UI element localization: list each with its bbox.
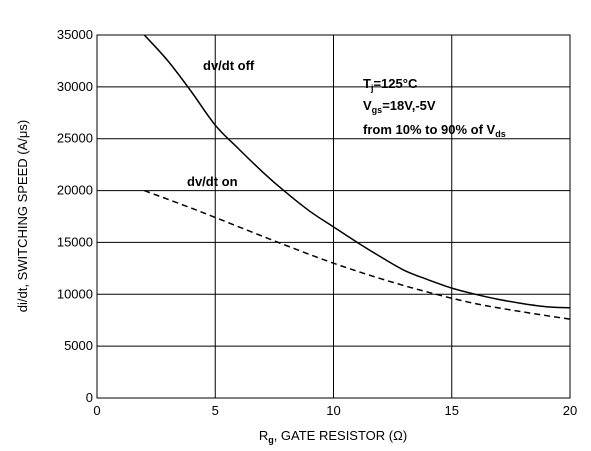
y-tick-label: 5000 <box>64 338 93 353</box>
x-tick-label: 10 <box>326 403 340 418</box>
y-tick-label: 25000 <box>57 131 93 146</box>
y-tick-label: 0 <box>86 390 93 405</box>
x-tick-label: 15 <box>445 403 459 418</box>
x-tick-label: 20 <box>563 403 577 418</box>
x-tick-label: 0 <box>93 403 100 418</box>
x-tick-label: 5 <box>212 403 219 418</box>
series-label-dvdt-on: dv/dt on <box>187 174 238 189</box>
plot-frame <box>96 34 571 399</box>
y-tick-label: 20000 <box>57 183 93 198</box>
y-tick-label: 10000 <box>57 286 93 301</box>
y-tick-label: 35000 <box>57 27 93 42</box>
x-axis-title: Rg, GATE RESISTOR (Ω) <box>259 428 407 445</box>
annotation-tj: Tj=125°C <box>363 76 418 93</box>
annotation-vgs: Vgs=18V,-5V <box>363 98 436 115</box>
y-tick-label: 15000 <box>57 234 93 249</box>
series-line-dvdt-off <box>143 34 571 309</box>
y-axis-title: di/dt, SWITCHING SPEED (A/μs) <box>15 120 30 312</box>
series-line-dvdt-on <box>144 189 571 320</box>
y-tick-label: 30000 <box>57 79 93 94</box>
tick-labels: 0 5000 10000 15000 20000 25000 30000 35000 0 5 10 1… <box>57 27 577 418</box>
series-layer <box>143 34 571 320</box>
grid <box>97 35 570 398</box>
annotation-range: from 10% to 90% of Vds <box>363 122 506 139</box>
series-label-dvdt-off: dv/dt off <box>203 58 255 73</box>
